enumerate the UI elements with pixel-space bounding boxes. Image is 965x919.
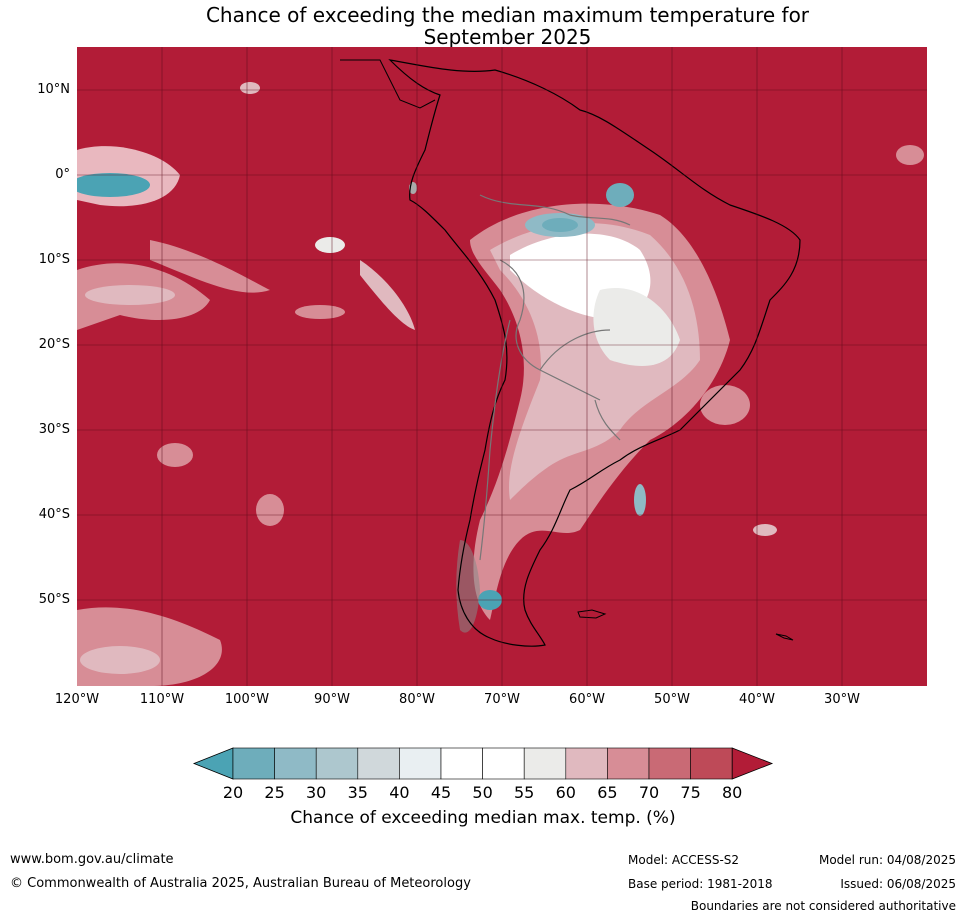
colorbar-cell	[315, 747, 359, 780]
colorbar-tick-label: 65	[597, 783, 618, 802]
south-america-coastline	[388, 59, 801, 647]
continent-cool-patch	[606, 183, 634, 207]
colorbar-tick-label: 40	[389, 783, 410, 802]
lat-label-10s: 10°S	[38, 252, 70, 267]
issued-text: Issued: 06/08/2025	[840, 877, 956, 891]
colorbar-tick-label: 70	[638, 783, 660, 802]
base-period-text: Base period: 1981-2018	[628, 877, 773, 891]
pacific-anomaly	[85, 285, 175, 305]
colorbar-cell	[482, 747, 525, 780]
colorbar-tick-label: 45	[430, 783, 452, 802]
colorbar-cell	[399, 747, 442, 780]
title-line-2: September 2025	[423, 25, 592, 49]
colorbar-tick-label: 20	[222, 783, 244, 802]
pacific-anomaly	[315, 237, 345, 253]
lon-label-30w: 30°W	[824, 692, 860, 707]
colorbar-tick-label: 55	[514, 783, 535, 802]
lon-label-60w: 60°W	[569, 692, 605, 707]
colorbar-extend-high	[731, 747, 774, 780]
model-run-text: Model run: 04/08/2025	[818, 853, 956, 867]
atlantic-anomaly	[700, 385, 750, 425]
website-link[interactable]: www.bom.gov.au/climate	[10, 852, 174, 867]
lon-label-70w: 70°W	[484, 692, 520, 707]
colorbar-tick-label: 35	[347, 783, 368, 802]
colorbar-tick-label: 75	[680, 783, 701, 802]
colorbar-tick-label: 80	[722, 783, 743, 802]
south-georgia	[775, 633, 794, 641]
title-line-1: Chance of exceeding the median maximum t…	[205, 3, 810, 27]
colorbar-cell	[648, 747, 691, 780]
atlantic-anomaly	[753, 524, 777, 536]
pacific-anomaly	[157, 443, 193, 467]
map-gridlines	[77, 47, 927, 686]
pacific-anomaly	[80, 646, 160, 674]
lon-label-120w: 120°W	[54, 692, 100, 707]
colorbar-tick-label: 25	[264, 783, 285, 802]
atlantic-anomaly	[896, 145, 924, 165]
lon-label-40w: 40°W	[739, 692, 775, 707]
colorbar-cell	[523, 747, 567, 780]
lat-label-0: 0°	[55, 167, 70, 182]
colorbar-cell	[607, 747, 650, 780]
continent-anomaly-55	[593, 288, 680, 366]
country-borders	[479, 194, 631, 561]
lon-label-50w: 50°W	[654, 692, 690, 707]
pacific-anomaly	[295, 305, 345, 319]
lat-label-40s: 40°S	[38, 507, 70, 522]
colorbar-cell	[440, 747, 483, 780]
pacific-anomaly	[240, 82, 260, 94]
colorbar-cell	[565, 747, 608, 780]
disclaimer-text: Boundaries are not considered authoritat…	[690, 899, 956, 913]
colorbar-extend-low	[192, 747, 234, 780]
lon-label-100w: 100°W	[224, 692, 270, 707]
colorbar-tick-label: 50	[472, 783, 493, 802]
pacific-cool-patch	[77, 173, 150, 197]
lat-label-50s: 50°S	[38, 592, 70, 607]
colorbar-tick-label: 30	[306, 783, 327, 802]
lon-label-90w: 90°W	[314, 692, 350, 707]
pacific-anomaly	[360, 260, 415, 330]
pacific-anomaly	[256, 494, 284, 526]
lat-label-10n: 10°N	[37, 82, 70, 97]
lon-label-80w: 80°W	[399, 692, 435, 707]
model-text: Model: ACCESS-S2	[628, 853, 740, 867]
lat-label-30s: 30°S	[38, 422, 70, 437]
colorbar-tick-label: 60	[555, 783, 576, 802]
falkland-islands	[577, 609, 607, 619]
continent-cool-patch	[542, 218, 578, 232]
lon-label-110w: 110°W	[139, 692, 185, 707]
lat-label-20s: 20°S	[38, 337, 70, 352]
colorbar-label: Chance of exceeding median max. temp. (%…	[290, 808, 676, 828]
colorbar-cell	[357, 747, 400, 780]
atlantic-cool-patch	[634, 484, 646, 516]
colorbar-cell	[232, 747, 275, 780]
colorbar-cell	[274, 747, 317, 780]
copyright-text: © Commonwealth of Australia 2025, Austra…	[10, 876, 471, 891]
pacific-anomaly	[150, 240, 270, 293]
map-title: Chance of exceeding the median maximum t…	[0, 4, 965, 48]
colorbar-cell	[690, 747, 733, 780]
